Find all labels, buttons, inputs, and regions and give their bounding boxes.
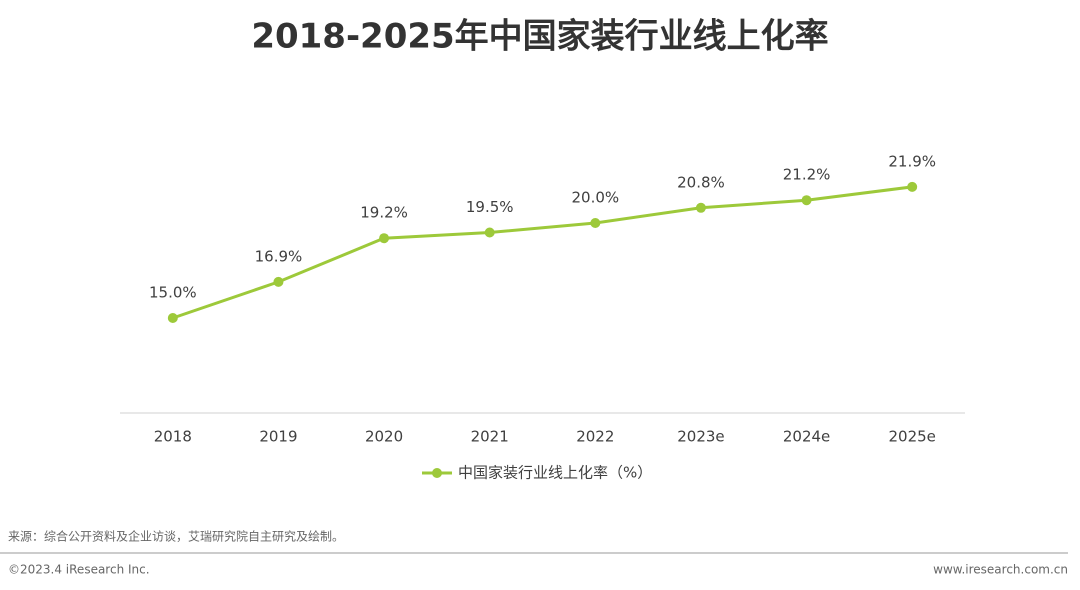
series-line [172,185,913,320]
point [273,276,284,287]
chart-title: 2018-2025年中国家装行业线上化率 [251,17,828,57]
value-label: 19.2% [360,204,408,222]
value-label: 16.9% [255,247,303,265]
x-tick-label: 2018 [154,428,192,446]
point [907,181,918,192]
x-tick-label: 2022 [576,428,614,446]
value-label: 20.8% [677,173,725,191]
legend-label: 中国家装行业线上化率（%） [458,464,652,482]
value-label: 21.9% [888,152,936,170]
x-tick-label: 2021 [471,428,509,446]
x-tick-label: 2020 [365,428,403,446]
value-label: 20.0% [571,189,619,207]
source-note: 来源：综合公开资料及企业访谈，艾瑞研究院自主研究及绘制。 [8,529,344,544]
value-label: 21.2% [783,166,831,184]
point [379,233,390,244]
point [590,218,601,228]
x-tick-label: 2025e [888,428,935,446]
website: www.iresearch.com.cn [933,563,1068,577]
value-label: 15.0% [149,284,197,302]
x-tick-label: 2024e [783,428,830,446]
point [167,313,178,323]
point [801,195,812,206]
copyright: ©2023.4 iResearch Inc. [8,563,150,577]
point [695,202,706,213]
x-tick-label: 2023e [677,428,724,446]
x-tick-label: 2019 [259,428,297,446]
point [484,227,495,238]
value-label: 19.5% [466,198,514,216]
legend-marker [432,468,442,478]
